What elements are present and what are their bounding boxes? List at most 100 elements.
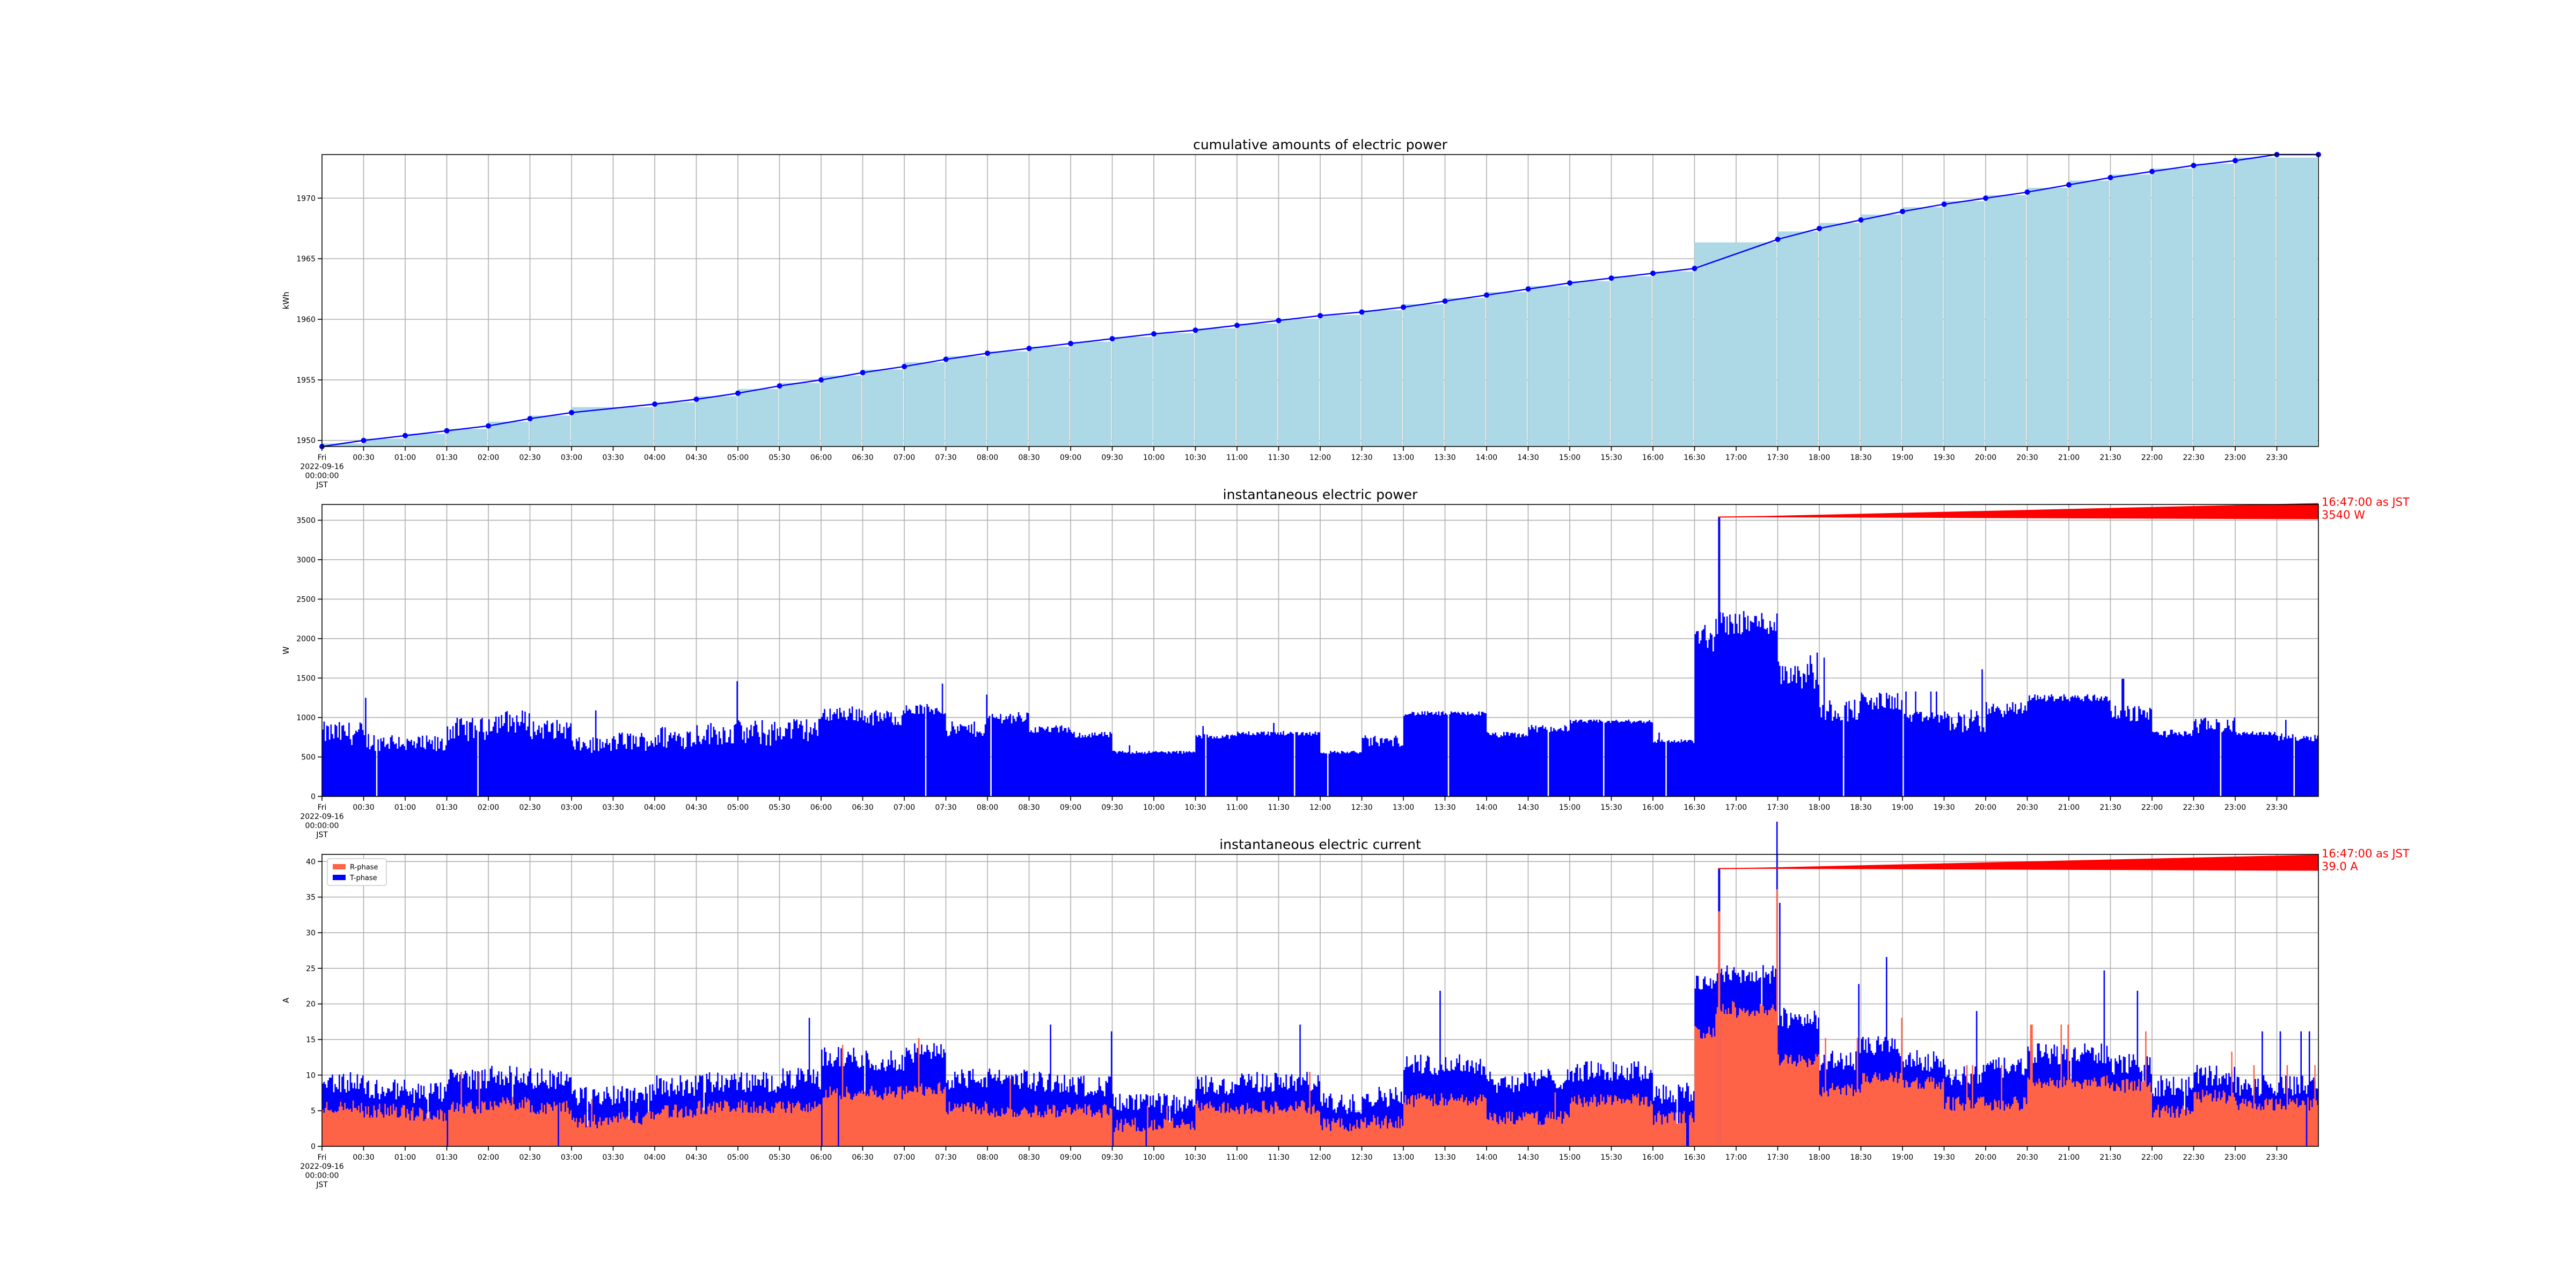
cumulative-point: [1234, 323, 1240, 328]
y-tick-label: 1950: [296, 437, 316, 445]
peak-annotation-time: 16:47:00 as JST: [2322, 847, 2410, 860]
cumulative-point: [1484, 292, 1489, 298]
cumulative-bar: [1528, 286, 1569, 447]
x-tick-label: 12:00: [1309, 803, 1331, 812]
cumulative-point: [486, 423, 491, 429]
x-tick-label: 07:00: [894, 453, 915, 462]
cumulative-point: [1192, 327, 1198, 333]
cumulative-point: [1109, 336, 1115, 342]
cumulative-point: [1650, 270, 1656, 276]
cumulative-bar: [1777, 231, 1818, 447]
x-tick-label: 16:30: [1684, 803, 1705, 812]
cumulative-bar: [946, 356, 986, 447]
y-tick-label: 2500: [296, 595, 316, 604]
cumulative-point: [2149, 169, 2155, 174]
cumulative-point: [2191, 163, 2197, 169]
cumulative-bar: [696, 396, 737, 447]
x-tick-label: 10:30: [1184, 1153, 1206, 1162]
cumulative-bar: [1819, 223, 1860, 447]
x-tick-label: 19:30: [1933, 1153, 1955, 1162]
cumulative-point: [1817, 225, 1822, 231]
x-tick-label: 13:30: [1434, 1153, 1455, 1162]
cumulative-point: [1525, 286, 1531, 292]
cumulative-bar: [488, 421, 529, 447]
data-marks: [319, 152, 2321, 449]
x-tick-label: 17:30: [1767, 803, 1788, 812]
x-tick-label: 02:30: [519, 803, 540, 812]
x-ticks: 00:30 01:00 01:30 02:00 02:30 03:00 03:30 04:00…: [300, 447, 2288, 489]
x-tick-label: 23:00: [2224, 1153, 2246, 1162]
cumulative-point: [777, 383, 782, 389]
x-tick-label: 14:00: [1476, 803, 1497, 812]
x-tick-label: 03:30: [602, 803, 624, 812]
x-tick-label: 15:00: [1559, 803, 1580, 812]
cumulative-bar: [1861, 214, 1901, 447]
x-tick-label: 01:00: [394, 803, 416, 812]
x-tick-label-start: JST: [316, 831, 328, 839]
x-tick-label-start: 2022-09-16: [300, 463, 343, 471]
x-tick-label: 12:30: [1351, 803, 1372, 812]
data-marks: [322, 822, 2318, 1146]
annotation-line: [1718, 861, 2319, 869]
y-tick-label: 25: [306, 964, 316, 973]
x-tick-label: 19:00: [1892, 803, 1913, 812]
y-tick-label: 0: [311, 793, 316, 801]
x-tick-label: 21:30: [2099, 453, 2121, 462]
x-tick-label-start: 2022-09-16: [300, 1162, 343, 1171]
x-tick-label: 02:00: [478, 453, 499, 462]
x-tick-label: 18:30: [1850, 803, 1871, 812]
x-tick-label: 22:30: [2183, 803, 2204, 812]
cumulative-bar: [2152, 168, 2193, 447]
cumulative-bar: [655, 402, 696, 447]
cumulative-point: [1608, 275, 1614, 281]
cumulative-point: [444, 428, 450, 434]
cumulative-point: [985, 350, 990, 356]
legend-label-r-phase: R-phase: [350, 863, 378, 872]
x-tick-label: 13:00: [1393, 1153, 1414, 1162]
x-tick-label: 01:00: [394, 453, 416, 462]
cumulative-bar: [1403, 304, 1444, 447]
y-tick-label: 1955: [296, 376, 316, 385]
cumulative-point: [2024, 189, 2030, 195]
cumulative-bar: [2277, 157, 2317, 447]
cumulative-point: [1068, 341, 1073, 347]
x-tick-label: 06:00: [810, 803, 832, 812]
x-tick-label: 17:00: [1725, 803, 1747, 812]
y-tick-label: 3000: [296, 556, 316, 565]
cumulative-bar: [1029, 346, 1070, 447]
cumulative-point: [735, 390, 741, 396]
x-tick-label: 00:30: [353, 453, 374, 462]
cumulative-point: [1401, 304, 1406, 310]
x-tick-label: 01:30: [436, 453, 457, 462]
y-ticks: 0 5 10 15 20 25 30 35 40: [306, 858, 322, 1151]
y-axis-label-w: W: [281, 646, 291, 654]
x-tick-label: 02:00: [478, 1153, 499, 1162]
x-ticks: 00:30 01:00 01:30 02:00 02:30 03:00 03:30 04:00…: [300, 1146, 2288, 1189]
annotation-line: [1718, 510, 2319, 518]
x-tick-label: 14:30: [1517, 1153, 1539, 1162]
cumulative-point: [652, 401, 657, 407]
x-tick-label: 05:30: [769, 453, 790, 462]
x-tick-label: 02:00: [478, 803, 499, 812]
y-tick-label: 35: [306, 894, 316, 902]
x-tick-label: 08:00: [977, 803, 998, 812]
x-tick-label: 10:00: [1143, 453, 1165, 462]
x-tick-label: 01:30: [436, 1153, 457, 1162]
x-tick-label: 07:00: [894, 1153, 915, 1162]
cumulative-bar: [2193, 163, 2234, 447]
r-phase-series-area: [322, 889, 2318, 1146]
legend-swatch-t-phase: [333, 875, 346, 880]
cumulative-bar: [2235, 157, 2276, 447]
x-tick-label: 06:30: [852, 453, 873, 462]
cumulative-point: [818, 377, 824, 383]
panel-cumulative-power: cumulative amounts of electric power kWh…: [281, 137, 2321, 489]
x-tick-label: 17:00: [1725, 1153, 1747, 1162]
cumulative-bar: [2069, 180, 2110, 447]
x-tick-label-start: 2022-09-16: [300, 813, 343, 821]
x-tick-label: 00:30: [353, 1153, 374, 1162]
x-tick-label: 15:00: [1559, 1153, 1580, 1162]
peak-annotation-time: 16:47:00 as JST: [2322, 496, 2410, 509]
cumulative-point: [943, 356, 949, 362]
x-ticks: 00:30 01:00 01:30 02:00 02:30 03:00 03:30 04:00…: [300, 796, 2288, 839]
peak-annotation-arrow: [1718, 854, 2319, 871]
